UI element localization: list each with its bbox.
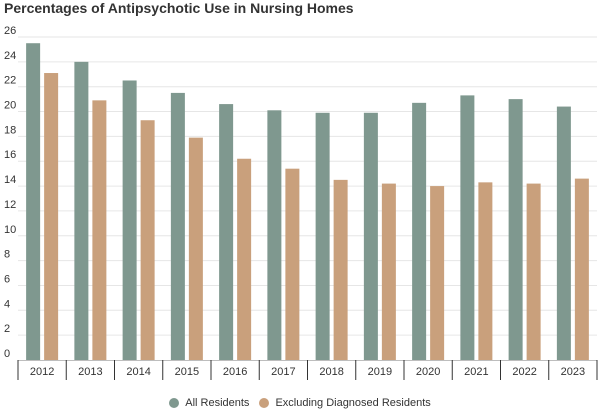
x-tick-label: 2018: [319, 366, 343, 378]
bar-excluding-diagnosed-2019[interactable]: [381, 183, 396, 360]
bar-excluding-diagnosed-2017[interactable]: [285, 168, 300, 360]
bar-all-residents-2019[interactable]: [363, 112, 378, 361]
y-tick-label: 16: [4, 149, 16, 161]
bar-all-residents-2013[interactable]: [74, 61, 89, 360]
bar-excluding-diagnosed-2020[interactable]: [430, 186, 445, 360]
bar-excluding-diagnosed-2021[interactable]: [478, 182, 493, 360]
gridlines: [18, 36, 597, 336]
x-tick-label: 2020: [416, 366, 440, 378]
x-tick-label: 2013: [78, 366, 102, 378]
x-tick-label: 2022: [512, 366, 536, 378]
y-tick-label: 12: [4, 199, 16, 211]
y-tick-label: 0: [4, 348, 10, 360]
x-tick-label: 2021: [464, 366, 488, 378]
legend-item-all-residents[interactable]: All Residents: [169, 397, 249, 409]
bar-excluding-diagnosed-2013[interactable]: [92, 100, 107, 360]
y-tick-label: 20: [4, 100, 16, 112]
bar-excluding-diagnosed-2022[interactable]: [526, 183, 541, 360]
bar-excluding-diagnosed-2023[interactable]: [574, 178, 589, 360]
x-tick-label: 2015: [175, 366, 199, 378]
bar-excluding-diagnosed-2014[interactable]: [140, 120, 155, 360]
bar-all-residents-2017[interactable]: [267, 110, 282, 361]
x-tick-label: 2016: [223, 366, 247, 378]
x-tick-label: 2019: [368, 366, 392, 378]
bar-excluding-diagnosed-2012[interactable]: [44, 73, 59, 361]
y-tick-label: 10: [4, 224, 16, 236]
chart-title: Percentages of Antipsychotic Use in Nurs…: [4, 0, 354, 16]
y-tick-label: 14: [4, 174, 16, 186]
legend-label: All Residents: [185, 397, 250, 409]
bar-excluding-diagnosed-2015[interactable]: [188, 137, 203, 360]
bars: [26, 43, 589, 361]
y-tick-label: 8: [4, 249, 10, 261]
x-tick-label: 2012: [30, 366, 54, 378]
bar-all-residents-2023[interactable]: [556, 106, 571, 360]
bar-all-residents-2022[interactable]: [508, 99, 523, 360]
legend-label: Excluding Diagnosed Residents: [275, 397, 431, 409]
y-tick-label: 24: [4, 50, 16, 62]
x-tick-label: 2023: [561, 366, 585, 378]
y-tick-label: 22: [4, 75, 16, 87]
bar-excluding-diagnosed-2018[interactable]: [333, 179, 348, 360]
y-tick-label: 26: [4, 25, 16, 37]
y-tick-label: 2: [4, 323, 10, 335]
legend-swatch-excluding-diagnosed: [259, 398, 270, 408]
x-axis: 2012 2013 2014 2015 2016 2017 2018 2019 2020 2021…: [17, 360, 598, 380]
bar-all-residents-2014[interactable]: [122, 80, 137, 360]
bar-all-residents-2016[interactable]: [219, 104, 234, 360]
x-tick-label: 2014: [126, 366, 150, 378]
x-tick-label: 2017: [271, 366, 295, 378]
bar-all-residents-2020[interactable]: [412, 102, 427, 360]
y-tick-label: 18: [4, 124, 16, 136]
bar-all-residents-2015[interactable]: [170, 92, 185, 361]
y-tick-label: 4: [4, 298, 10, 310]
y-tick-label: 6: [4, 273, 10, 285]
bar-all-residents-2012[interactable]: [26, 43, 41, 360]
legend-swatch-all-residents: [169, 398, 180, 408]
legend: All Residents Excluding Diagnosed Reside…: [0, 397, 600, 409]
legend-item-excluding-diagnosed[interactable]: Excluding Diagnosed Residents: [259, 397, 431, 409]
bar-all-residents-2021[interactable]: [460, 95, 475, 360]
bar-excluding-diagnosed-2016[interactable]: [237, 158, 252, 360]
bar-all-residents-2018[interactable]: [315, 112, 330, 361]
